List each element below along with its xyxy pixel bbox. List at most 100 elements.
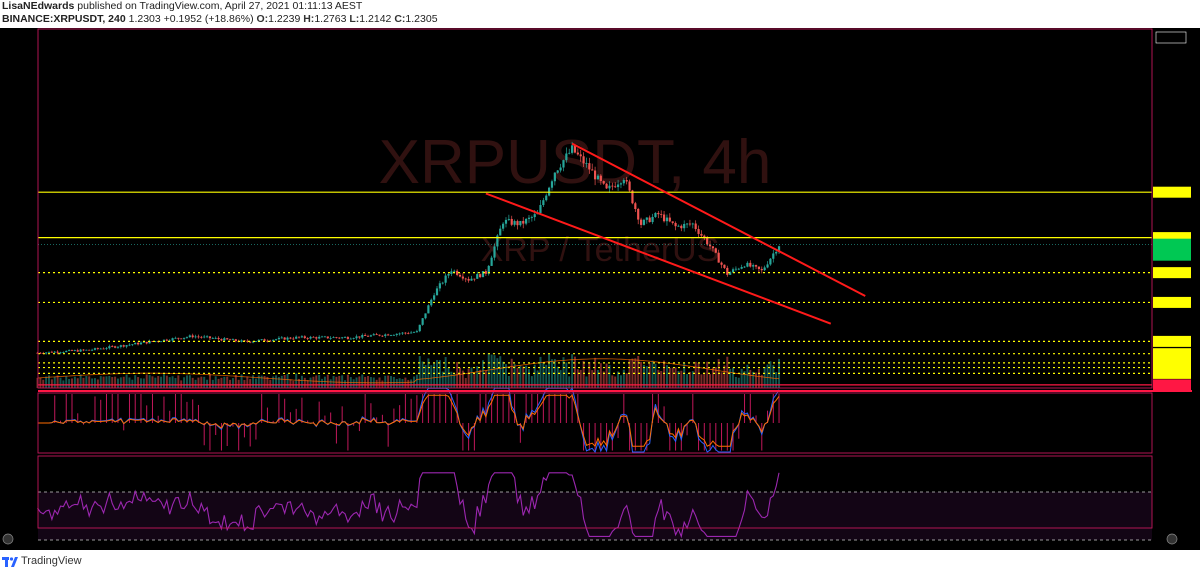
candle-body — [665, 217, 669, 222]
volume-bar — [594, 357, 597, 388]
tradingview-logo-icon[interactable] — [2, 555, 18, 569]
candle-body — [39, 352, 42, 354]
volume-bar — [746, 364, 749, 388]
candle-body — [205, 336, 209, 338]
candle-body — [688, 223, 692, 225]
candle-body — [139, 342, 143, 345]
candle-body — [297, 336, 301, 338]
level-tag — [1153, 348, 1191, 360]
volume-bar — [536, 370, 539, 388]
volume-bar — [700, 374, 703, 388]
volume-bar — [571, 354, 574, 388]
volume-bar — [188, 375, 191, 388]
candle-body — [487, 265, 490, 274]
volume-bar — [559, 370, 562, 388]
candle-body — [91, 349, 94, 351]
volume-bar — [280, 375, 283, 388]
candle-body — [246, 340, 249, 342]
candle-body — [378, 334, 381, 336]
chart-canvas[interactable]: XRPUSDT, 4h XRP / TetherUS — [0, 28, 1200, 550]
candle-body — [289, 337, 292, 339]
candle-body — [142, 341, 145, 343]
candle-body — [338, 337, 341, 339]
candle-body — [674, 222, 677, 227]
symbol-interval[interactable]: BINANCE:XRPUSDT, 240 — [2, 13, 126, 25]
volume-bar — [539, 356, 542, 388]
candle-body — [611, 185, 614, 187]
volume-bar — [79, 374, 82, 388]
candle-body — [269, 340, 272, 342]
candle-body — [550, 181, 554, 188]
level-tag — [1153, 296, 1191, 308]
volume-bar — [249, 379, 252, 388]
volume-bar — [203, 376, 206, 388]
open-label: O: — [256, 13, 269, 25]
candle-body — [415, 331, 418, 333]
volume-bar — [441, 371, 444, 388]
candle-body — [424, 313, 427, 319]
volume-bar — [315, 375, 318, 388]
candle-body — [312, 336, 315, 338]
volume-bar — [257, 375, 260, 388]
candle-body — [292, 338, 295, 340]
candle-body — [579, 154, 582, 157]
candle-body — [211, 338, 214, 339]
volume-bar — [625, 373, 628, 388]
volume-bar — [599, 363, 602, 388]
volume-bar — [329, 379, 332, 388]
volume-bar — [197, 377, 200, 388]
volume-bar — [654, 363, 657, 388]
volume-bar — [677, 370, 680, 388]
footer: TradingView — [0, 552, 1200, 572]
zoom-button[interactable] — [2, 533, 14, 545]
volume-bar — [346, 374, 349, 388]
volume-bar — [444, 357, 447, 388]
volume-bar — [723, 365, 726, 388]
volume-bar — [660, 370, 663, 388]
level-tag — [1153, 232, 1191, 244]
volume-bar — [680, 370, 683, 388]
volume-bar — [479, 369, 482, 388]
candle-body — [562, 160, 565, 168]
volume-bar — [59, 377, 62, 388]
candle-body — [628, 181, 631, 191]
candle-body — [214, 337, 217, 339]
tradingview-brand[interactable]: TradingView — [21, 555, 82, 567]
volume-bar — [341, 375, 344, 388]
candle-body — [476, 274, 479, 279]
volume-bar — [493, 355, 496, 388]
candle-body — [608, 185, 611, 189]
chart-area[interactable]: XRPUSDT, 4h XRP / TetherUS — [0, 28, 1200, 550]
candle-body — [47, 351, 51, 353]
volume-bar — [588, 362, 591, 388]
volume-bar — [430, 365, 433, 388]
volume-bar — [516, 367, 519, 388]
volume-bar — [111, 377, 114, 388]
volume-bar — [387, 375, 390, 388]
candle-body — [182, 337, 186, 339]
volume-ma-line — [37, 358, 780, 384]
settings-button[interactable] — [1166, 533, 1178, 545]
author-name[interactable]: LisaNEdwards — [2, 0, 75, 12]
volume-bar — [174, 378, 177, 388]
candle-body — [671, 221, 674, 223]
pane-frame — [37, 392, 1153, 454]
volume-bar — [740, 368, 743, 388]
candle-body — [398, 333, 401, 335]
volume-bar — [530, 376, 533, 388]
candle-body — [240, 340, 243, 342]
candle-body — [318, 336, 321, 339]
volume-bar — [657, 369, 660, 388]
volume-bar — [191, 377, 194, 388]
volume-bar — [487, 353, 490, 388]
candle-body — [341, 337, 344, 339]
candle-body — [65, 350, 68, 353]
header-published-line: LisaNEdwards published on TradingView.co… — [0, 0, 1200, 13]
volume-bar — [154, 377, 157, 388]
volume-bar — [145, 374, 148, 388]
candle-body — [136, 342, 140, 345]
candle-body — [458, 274, 462, 277]
volume-bar — [407, 379, 410, 388]
volume-bar — [295, 373, 298, 388]
volume-bar — [254, 378, 257, 388]
